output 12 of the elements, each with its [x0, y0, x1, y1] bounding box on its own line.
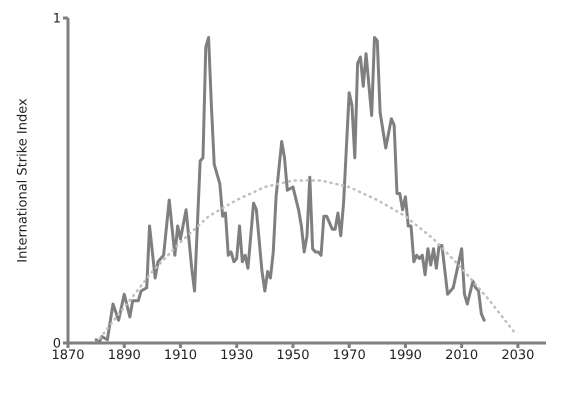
x-tick-label: 1970	[332, 348, 366, 364]
x-tick-label: 1890	[108, 348, 141, 364]
x-tick-label: 1930	[220, 348, 254, 364]
line-series	[94, 179, 516, 343]
y-axis-title: International Strike Index	[16, 98, 31, 263]
y-tick-label: 1	[52, 12, 61, 27]
x-tick-label: 2010	[445, 348, 478, 364]
x-tick-label: 1990	[388, 348, 422, 364]
x-tick-label: 1910	[164, 348, 198, 364]
x-tick-label: 2030	[501, 348, 534, 364]
x-tick-label: 1870	[51, 348, 85, 364]
x-tick-label: 1950	[276, 348, 310, 364]
